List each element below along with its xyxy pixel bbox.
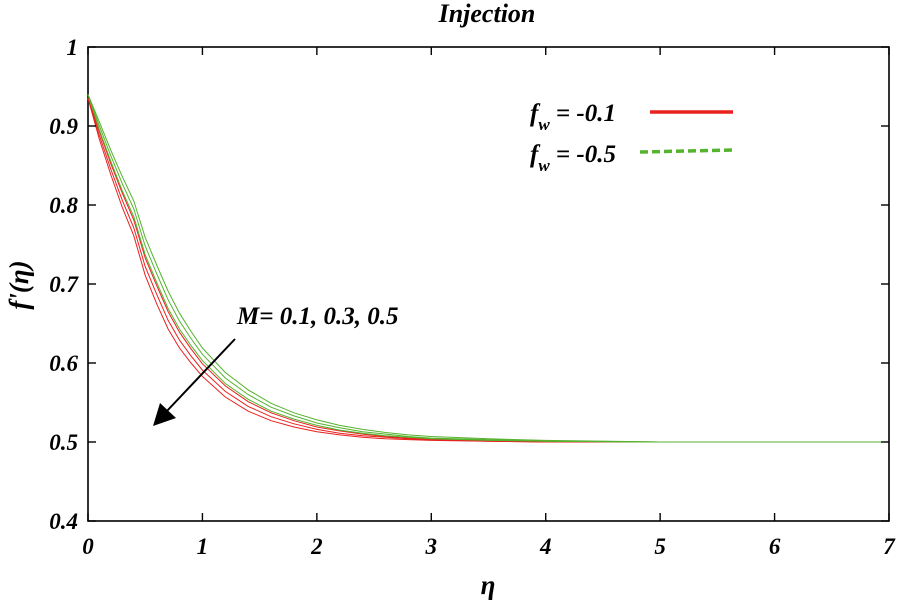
x-tick-label: 5 (654, 534, 666, 559)
svg-text:fw = -0.1: fw = -0.1 (530, 100, 616, 134)
legend-2-swatch (639, 148, 734, 154)
legend-1-value: = -0.1 (550, 100, 616, 127)
series-line-5 (87, 94, 889, 443)
series-line-3 (87, 98, 889, 443)
y-tick-label: 0.8 (49, 193, 78, 218)
annotation: M= 0.1, 0.3, 0.5 (153, 303, 398, 426)
x-tick-label: 2 (310, 534, 323, 559)
plot-frame (87, 46, 890, 522)
svg-text:fw = -0.5: fw = -0.5 (530, 141, 616, 175)
series-group (87, 94, 889, 443)
y-tick-label: 0.7 (49, 272, 79, 297)
series-line-4 (87, 94, 889, 443)
annotation-arrow-shaft (165, 338, 236, 413)
legend-entry-2: fw = -0.5 (530, 141, 734, 175)
x-tick-label: 1 (197, 534, 209, 559)
legend-1-symbol: f (530, 100, 541, 127)
x-axis-label: η (481, 570, 496, 600)
annotation-text: M= 0.1, 0.3, 0.5 (236, 303, 398, 330)
x-tick-label: 6 (769, 534, 781, 559)
x-tick-label: 7 (883, 534, 896, 559)
series-line-6 (87, 94, 889, 443)
legend-1-subscript: w (538, 115, 550, 134)
y-tick-label: 0.6 (49, 351, 78, 376)
y-tick-label: 1 (67, 35, 79, 60)
legend-2-symbol: f (530, 141, 541, 168)
x-tick-label: 0 (82, 534, 94, 559)
y-axis-label: f'(η) (4, 260, 34, 309)
y-tick-label: 0.9 (49, 114, 78, 139)
x-tick-label: 4 (539, 534, 552, 559)
chart-title: Injection (438, 0, 536, 28)
annotation-arrowhead (153, 403, 176, 426)
x-tick-label: 3 (425, 534, 438, 559)
series-line-2 (87, 98, 889, 443)
y-tick-label: 0.4 (49, 509, 78, 534)
y-tick-label: 0.5 (49, 430, 78, 455)
legend: fw = -0.1 fw = -0.5 (530, 100, 734, 175)
legend-2-subscript: w (538, 156, 550, 175)
legend-2-value: = -0.5 (550, 141, 616, 168)
y-axis-ticks: 0.4 0.5 0.6 0.7 0.8 0.9 1 (49, 35, 889, 534)
series-line-1 (87, 98, 889, 443)
legend-entry-1: fw = -0.1 (530, 100, 733, 134)
x-axis-ticks: 0 1 2 3 4 5 6 7 (82, 47, 896, 559)
